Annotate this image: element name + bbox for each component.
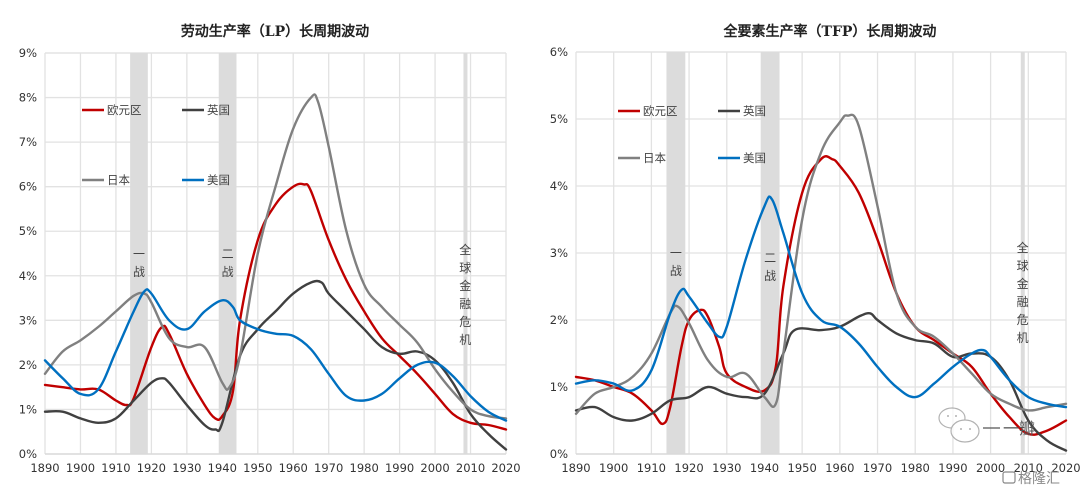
event-band-label: 二战 <box>764 251 776 283</box>
y-tick-label: 8% <box>19 91 37 105</box>
x-tick-label: 1980 <box>901 461 930 475</box>
event-band <box>218 53 237 454</box>
y-tick-label: 2% <box>19 358 37 372</box>
legend-item: 英国 <box>182 103 230 117</box>
y-tick-label: 3% <box>19 313 37 327</box>
x-tick-label: 2000 <box>976 461 1005 475</box>
legend-label: 美国 <box>207 173 230 187</box>
legend-item: 欧元区 <box>82 103 142 117</box>
legend-label: 日本 <box>643 151 666 165</box>
legend-label: 日本 <box>107 173 130 187</box>
x-tick-label: 2000 <box>420 461 449 475</box>
y-tick-label: 4% <box>550 179 568 193</box>
series-line-1 <box>574 311 1068 452</box>
y-tick-label: 9% <box>19 46 37 60</box>
y-tick-label: 6% <box>19 180 37 194</box>
event-band <box>130 53 148 454</box>
legend-label: 欧元区 <box>643 104 678 118</box>
series-line-0 <box>574 155 1068 436</box>
y-tick-label: 1% <box>19 402 37 416</box>
y-tick-label: 3% <box>550 246 568 260</box>
x-tick-label: 1990 <box>385 461 414 475</box>
legend-item: 日本 <box>618 151 666 165</box>
x-tick-label: 1990 <box>938 461 967 475</box>
x-tick-label: 1960 <box>825 461 854 475</box>
legend-label: 美国 <box>743 151 766 165</box>
x-tick-label: 1930 <box>172 461 201 475</box>
event-band <box>760 52 780 454</box>
y-tick-label: 5% <box>19 224 37 238</box>
x-tick-label: 1890 <box>561 461 590 475</box>
y-tick-label: 0% <box>19 447 37 461</box>
x-tick-label: 1930 <box>712 461 741 475</box>
series-line-3 <box>574 195 1068 409</box>
series-line-0 <box>43 182 508 431</box>
x-tick-label: 2020 <box>1051 461 1080 475</box>
legend-label: 英国 <box>207 103 230 117</box>
x-tick-label: 1920 <box>137 461 166 475</box>
x-tick-label: 1940 <box>750 461 779 475</box>
legend-item: 美国 <box>182 173 230 187</box>
x-tick-label: 1900 <box>66 461 95 475</box>
lp-chart-title: 劳动生产率（LP）长周期波动 <box>181 23 369 40</box>
y-tick-label: 0% <box>550 447 568 461</box>
x-tick-label: 1970 <box>863 461 892 475</box>
series-line-1 <box>43 279 508 451</box>
watermark-text: 一瓣 <box>1003 419 1035 438</box>
lp-gridlines <box>44 52 507 454</box>
lp-event-bands <box>130 53 468 454</box>
legend-label: 欧元区 <box>107 103 142 117</box>
source-badge-icon <box>1002 471 1016 484</box>
lp-chart-panel: 劳动生产率（LP）长周期波动 0% 1% 2% 3% 4% 5% 6% 7% 8% 9% 1890 1… <box>19 23 521 475</box>
x-tick-label: 1900 <box>599 461 628 475</box>
legend-item: 欧元区 <box>618 104 678 118</box>
y-tick-label: 5% <box>550 112 568 126</box>
event-band-label: 一战 <box>133 247 145 279</box>
x-tick-label: 1960 <box>279 461 308 475</box>
x-tick-label: 1920 <box>674 461 703 475</box>
event-band-label: 二战 <box>222 247 234 279</box>
legend-label: 英国 <box>743 104 766 118</box>
x-tick-label: 2020 <box>491 461 520 475</box>
x-tick-label: 1940 <box>208 461 237 475</box>
event-band-label: 全球金融危机 <box>459 242 471 347</box>
wechat-icon <box>938 407 980 443</box>
event-band <box>1020 52 1025 454</box>
tfp-chart-title: 全要素生产率（TFP）长周期波动 <box>723 23 937 40</box>
y-tick-label: 7% <box>19 135 37 149</box>
tfp-series <box>574 113 1068 452</box>
x-tick-label: 1890 <box>30 461 59 475</box>
x-tick-label: 2010 <box>456 461 485 475</box>
y-tick-label: 2% <box>550 313 568 327</box>
event-band <box>463 53 468 454</box>
legend-item: 日本 <box>82 173 130 187</box>
legend-item: 英国 <box>718 104 766 118</box>
tfp-gridlines <box>575 51 1067 454</box>
series-line-2 <box>43 93 508 420</box>
series-line-3 <box>43 288 508 422</box>
watermark: 一瓣 格隆汇 <box>938 407 1060 487</box>
lp-series <box>43 93 508 451</box>
x-tick-label: 2010 <box>1014 461 1043 475</box>
y-tick-label: 1% <box>550 380 568 394</box>
y-tick-label: 6% <box>550 45 568 59</box>
tfp-chart-panel: 全要素生产率（TFP）长周期波动 0% 1% 2% 3% 4% 5% 6% 1890 1900 1… <box>550 23 1080 475</box>
x-tick-label: 1950 <box>243 461 272 475</box>
x-tick-label: 1910 <box>637 461 666 475</box>
event-band-label: 全球金融危机 <box>1017 240 1029 345</box>
legend-item: 美国 <box>718 151 766 165</box>
x-tick-label: 1980 <box>350 461 379 475</box>
x-tick-label: 1950 <box>788 461 817 475</box>
y-tick-label: 4% <box>19 269 37 283</box>
watermark-source: 格隆汇 <box>1018 471 1060 487</box>
x-tick-label: 1970 <box>314 461 343 475</box>
x-tick-label: 1910 <box>101 461 130 475</box>
event-band-label: 一战 <box>670 246 682 278</box>
